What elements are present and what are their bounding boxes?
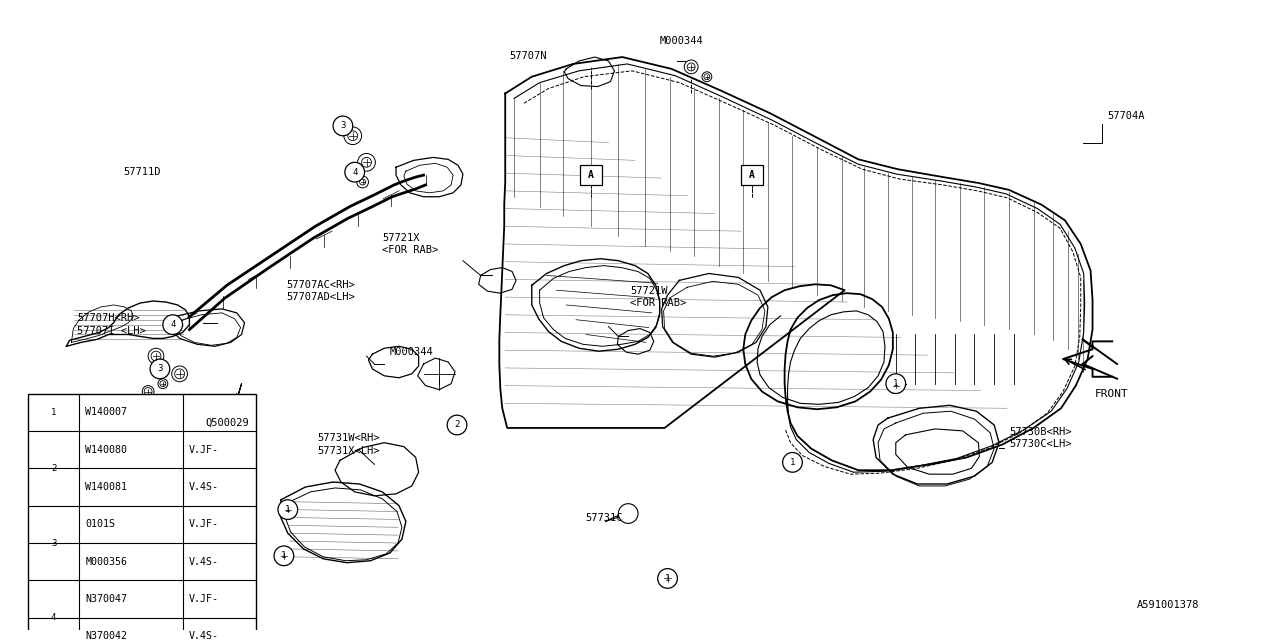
- Text: N370042: N370042: [86, 632, 127, 640]
- Circle shape: [172, 366, 187, 381]
- Circle shape: [658, 568, 677, 588]
- Circle shape: [685, 60, 698, 74]
- Circle shape: [276, 549, 291, 563]
- Text: 2: 2: [51, 464, 56, 473]
- Circle shape: [360, 179, 366, 185]
- Bar: [741, 165, 763, 185]
- Circle shape: [280, 502, 296, 518]
- Text: 4: 4: [352, 168, 357, 177]
- Circle shape: [44, 533, 64, 553]
- Text: 0101S: 0101S: [86, 519, 115, 529]
- Text: 2: 2: [454, 420, 460, 429]
- Text: 57721X
<FOR RAB>: 57721X <FOR RAB>: [383, 233, 439, 255]
- Text: 57707H<RH>
57707I <LH>: 57707H<RH> 57707I <LH>: [77, 314, 146, 336]
- Text: 57731C: 57731C: [585, 513, 622, 524]
- Text: 1: 1: [790, 458, 795, 467]
- Text: M000344: M000344: [389, 347, 433, 357]
- Circle shape: [357, 176, 369, 188]
- Text: A: A: [588, 170, 594, 180]
- Text: 57711D: 57711D: [124, 167, 161, 177]
- Circle shape: [886, 374, 906, 394]
- Text: V.4S-: V.4S-: [188, 557, 219, 567]
- Text: 4: 4: [51, 613, 56, 622]
- Circle shape: [280, 552, 288, 560]
- Circle shape: [230, 414, 238, 422]
- Text: FRONT: FRONT: [1094, 388, 1128, 399]
- Text: 1: 1: [282, 551, 287, 561]
- Text: 3: 3: [340, 122, 346, 131]
- Text: M000356: M000356: [86, 557, 127, 567]
- Text: 57707AC<RH>
57707AD<LH>: 57707AC<RH> 57707AD<LH>: [285, 280, 355, 302]
- Bar: [580, 165, 602, 185]
- Circle shape: [344, 163, 365, 182]
- Text: Q500029: Q500029: [205, 418, 248, 428]
- Circle shape: [361, 157, 371, 167]
- Text: W140080: W140080: [86, 445, 127, 454]
- Text: A: A: [749, 170, 755, 180]
- Circle shape: [148, 348, 164, 364]
- Text: 1: 1: [51, 408, 56, 417]
- Circle shape: [150, 359, 170, 379]
- Text: 3: 3: [157, 364, 163, 373]
- Circle shape: [44, 608, 64, 628]
- Circle shape: [344, 127, 361, 145]
- Text: M000344: M000344: [659, 36, 704, 46]
- Circle shape: [44, 458, 64, 478]
- Circle shape: [701, 72, 712, 82]
- Circle shape: [160, 381, 166, 387]
- Circle shape: [348, 131, 357, 141]
- Circle shape: [704, 74, 710, 80]
- Text: W140007: W140007: [86, 407, 127, 417]
- Text: 4: 4: [170, 320, 175, 329]
- Text: 1: 1: [285, 505, 291, 514]
- Circle shape: [782, 452, 803, 472]
- Circle shape: [278, 500, 298, 520]
- Circle shape: [687, 63, 695, 71]
- Text: V.JF-: V.JF-: [188, 519, 219, 529]
- Text: V.JF-: V.JF-: [188, 445, 219, 454]
- Text: W140081: W140081: [86, 482, 127, 492]
- Circle shape: [357, 154, 375, 171]
- Circle shape: [274, 546, 293, 566]
- Circle shape: [174, 369, 184, 379]
- Circle shape: [659, 571, 676, 586]
- Text: 57704A: 57704A: [1107, 111, 1144, 121]
- Text: V.4S-: V.4S-: [188, 632, 219, 640]
- Text: V.JF-: V.JF-: [188, 594, 219, 604]
- Circle shape: [228, 412, 242, 425]
- Circle shape: [892, 381, 900, 390]
- Text: 57731W<RH>
57731X<LH>: 57731W<RH> 57731X<LH>: [317, 433, 380, 456]
- Circle shape: [333, 116, 353, 136]
- Circle shape: [447, 415, 467, 435]
- Circle shape: [145, 388, 152, 396]
- Circle shape: [157, 379, 168, 388]
- Circle shape: [142, 386, 154, 397]
- Circle shape: [284, 506, 292, 513]
- Circle shape: [163, 315, 183, 335]
- Circle shape: [888, 378, 904, 394]
- Text: N370047: N370047: [86, 594, 127, 604]
- Text: 1: 1: [664, 574, 671, 583]
- Circle shape: [618, 504, 637, 524]
- Text: V.4S-: V.4S-: [188, 482, 219, 492]
- Circle shape: [151, 351, 161, 361]
- Circle shape: [663, 573, 672, 584]
- Bar: [28, 394, 256, 640]
- Text: 57721W
<FOR RAB>: 57721W <FOR RAB>: [630, 286, 686, 308]
- Text: 1: 1: [893, 379, 899, 388]
- Text: 57730B<RH>
57730C<LH>: 57730B<RH> 57730C<LH>: [1009, 427, 1071, 449]
- Text: A591001378: A591001378: [1137, 600, 1199, 610]
- Text: 3: 3: [51, 538, 56, 548]
- Text: 57707N: 57707N: [509, 51, 547, 61]
- Circle shape: [44, 403, 64, 422]
